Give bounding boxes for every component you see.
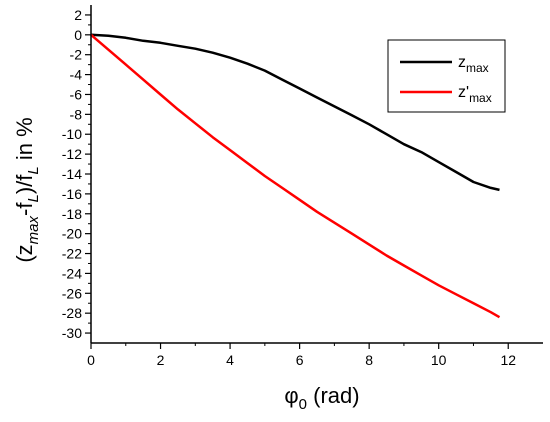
y-tick-label: -24 (62, 265, 82, 281)
y-tick-label: -4 (70, 67, 83, 83)
y-tick-label: -30 (62, 325, 82, 341)
y-tick-label: 0 (74, 27, 82, 43)
y-tick-label: -2 (70, 47, 83, 63)
y-tick-label: -16 (62, 186, 82, 202)
y-tick-label: -10 (62, 126, 82, 142)
x-axis-title: φ0 (rad) (284, 383, 359, 413)
legend: zmax z'max (387, 39, 506, 113)
tick-labels: 0 2 4 6 8 10 12 2 0 -2 -4 -6 -8 -10 -12 -14 -16 -18 -20 -22… (62, 7, 516, 368)
legend-label-zprime-max: z'max (458, 84, 492, 105)
y-tick-label: -8 (70, 106, 83, 122)
series-line-zmax (90, 33, 500, 192)
legend-box (387, 39, 506, 113)
y-tick-label: -12 (62, 146, 82, 162)
y-tick-label: -14 (62, 166, 82, 182)
legend-label-zmax: zmax (458, 54, 489, 75)
x-tick-label: 8 (365, 352, 373, 368)
series-line-zprime-max (90, 33, 501, 319)
y-tick-label: 2 (74, 7, 82, 23)
x-tick-label: 4 (226, 352, 234, 368)
series-layer (90, 33, 501, 319)
y-tick-label: -26 (62, 285, 82, 301)
x-tick-label: 6 (296, 352, 304, 368)
y-axis-title: (zmax-fL)/fL in % (12, 117, 42, 262)
x-tick-label: 2 (157, 352, 165, 368)
x-tick-label: 0 (87, 352, 95, 368)
y-tick-label: -22 (62, 246, 82, 262)
y-tick-label: -28 (62, 305, 82, 321)
y-tick-label: -18 (62, 206, 82, 222)
x-tick-label: 10 (431, 352, 447, 368)
y-tick-label: -6 (70, 86, 83, 102)
y-tick-label: -20 (62, 226, 82, 242)
x-tick-label: 12 (500, 352, 516, 368)
